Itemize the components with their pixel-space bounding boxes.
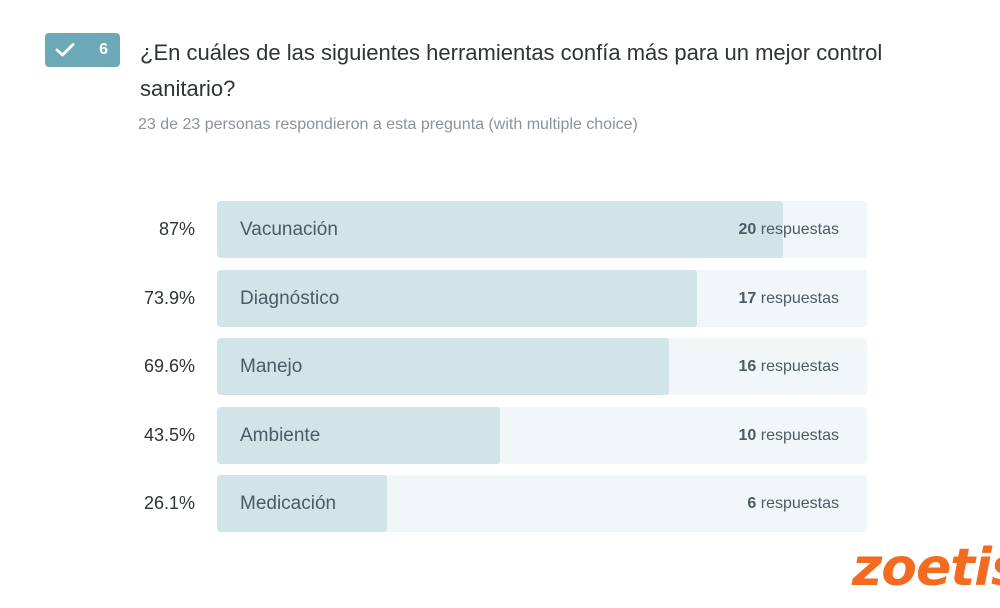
answer-label: Manejo bbox=[240, 356, 303, 377]
bar-track: Vacunación 20 respuestas bbox=[217, 201, 867, 258]
count-unit: respuestas bbox=[760, 221, 839, 238]
response-count: 10 respuestas bbox=[738, 407, 839, 464]
count-value: 10 bbox=[738, 427, 757, 444]
count-unit: respuestas bbox=[760, 495, 839, 512]
answer-row: 69.6% Manejo 16 respuestas bbox=[0, 338, 1000, 395]
percent-label: 43.5% bbox=[143, 425, 195, 445]
count-unit: respuestas bbox=[760, 290, 839, 307]
count-value: 17 bbox=[738, 290, 757, 307]
percent-label: 73.9% bbox=[143, 288, 195, 308]
answer-row: 87% Vacunación 20 respuestas bbox=[0, 201, 1000, 258]
bar-fill bbox=[217, 407, 500, 464]
answer-row: 73.9% Diagnóstico 17 respuestas bbox=[0, 270, 1000, 327]
check-icon bbox=[55, 43, 75, 57]
bar-track: Ambiente 10 respuestas bbox=[217, 407, 867, 464]
count-unit: respuestas bbox=[760, 358, 839, 375]
answer-label: Vacunación bbox=[240, 219, 338, 240]
bar-fill bbox=[217, 270, 698, 327]
bar-track: Diagnóstico 17 respuestas bbox=[217, 270, 867, 327]
question-number-badge: 6 bbox=[45, 33, 120, 67]
question-number: 6 bbox=[99, 41, 108, 58]
response-count: 6 respuestas bbox=[747, 475, 839, 532]
answer-row: 26.1% Medicación 6 respuestas bbox=[0, 475, 1000, 532]
response-count: 17 respuestas bbox=[738, 270, 839, 327]
count-value: 16 bbox=[738, 358, 757, 375]
response-count: 16 respuestas bbox=[738, 338, 839, 395]
bar-fill bbox=[217, 201, 783, 258]
count-value: 20 bbox=[738, 221, 757, 238]
count-value: 6 bbox=[747, 495, 757, 512]
bar-fill bbox=[217, 338, 670, 395]
percent-label: 69.6% bbox=[143, 356, 195, 376]
answer-label: Diagnóstico bbox=[240, 288, 340, 309]
percent-label: 87% bbox=[158, 219, 195, 239]
bar-track: Medicación 6 respuestas bbox=[217, 475, 867, 532]
answer-label: Medicación bbox=[240, 493, 337, 514]
response-summary: 23 de 23 personas respondieron a esta pr… bbox=[138, 116, 638, 133]
zoetis-logo: zoetis bbox=[852, 538, 1000, 598]
question-title: ¿En cuáles de las siguientes herramienta… bbox=[140, 40, 883, 101]
response-count: 20 respuestas bbox=[738, 201, 839, 258]
bar-fill bbox=[217, 475, 387, 532]
answer-label: Ambiente bbox=[240, 425, 321, 446]
count-unit: respuestas bbox=[760, 427, 839, 444]
bar-track: Manejo 16 respuestas bbox=[217, 338, 867, 395]
answer-row: 43.5% Ambiente 10 respuestas bbox=[0, 407, 1000, 464]
percent-label: 26.1% bbox=[143, 493, 195, 513]
